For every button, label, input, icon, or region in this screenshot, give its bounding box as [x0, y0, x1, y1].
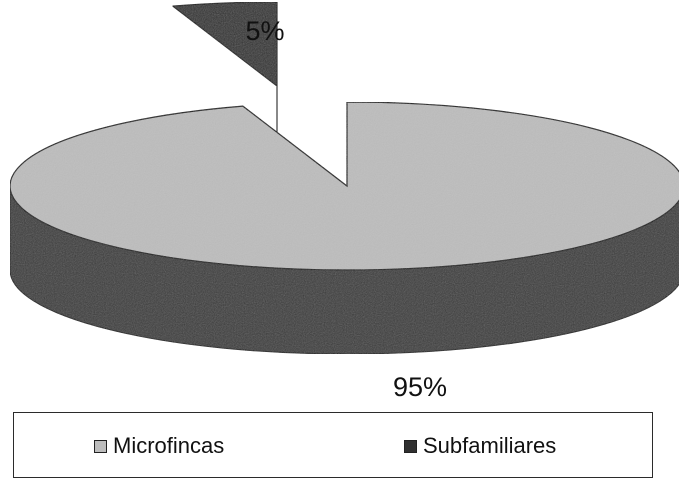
legend-swatch-subfamiliares	[404, 439, 417, 453]
pie-chart-plot: 95% 5%	[9, 1, 679, 402]
legend-label-subfamiliares: Subfamiliares	[423, 433, 557, 458]
pie-slice-microfincas	[9, 101, 679, 355]
chart-legend: Microfincas Subfamiliares	[13, 412, 653, 478]
data-label-microfincas: 95%	[393, 372, 447, 402]
legend-label-microfincas: Microfincas	[113, 433, 225, 458]
legend-item-microfincas: Microfincas	[94, 433, 224, 459]
legend-item-subfamiliares: Subfamiliares	[404, 433, 556, 459]
legend-swatch-microfincas	[94, 439, 107, 453]
data-label-subfamiliares: 5%	[245, 16, 284, 46]
pie-top-microfincas	[9, 101, 679, 271]
pie-top-subfamiliares	[171, 1, 278, 88]
